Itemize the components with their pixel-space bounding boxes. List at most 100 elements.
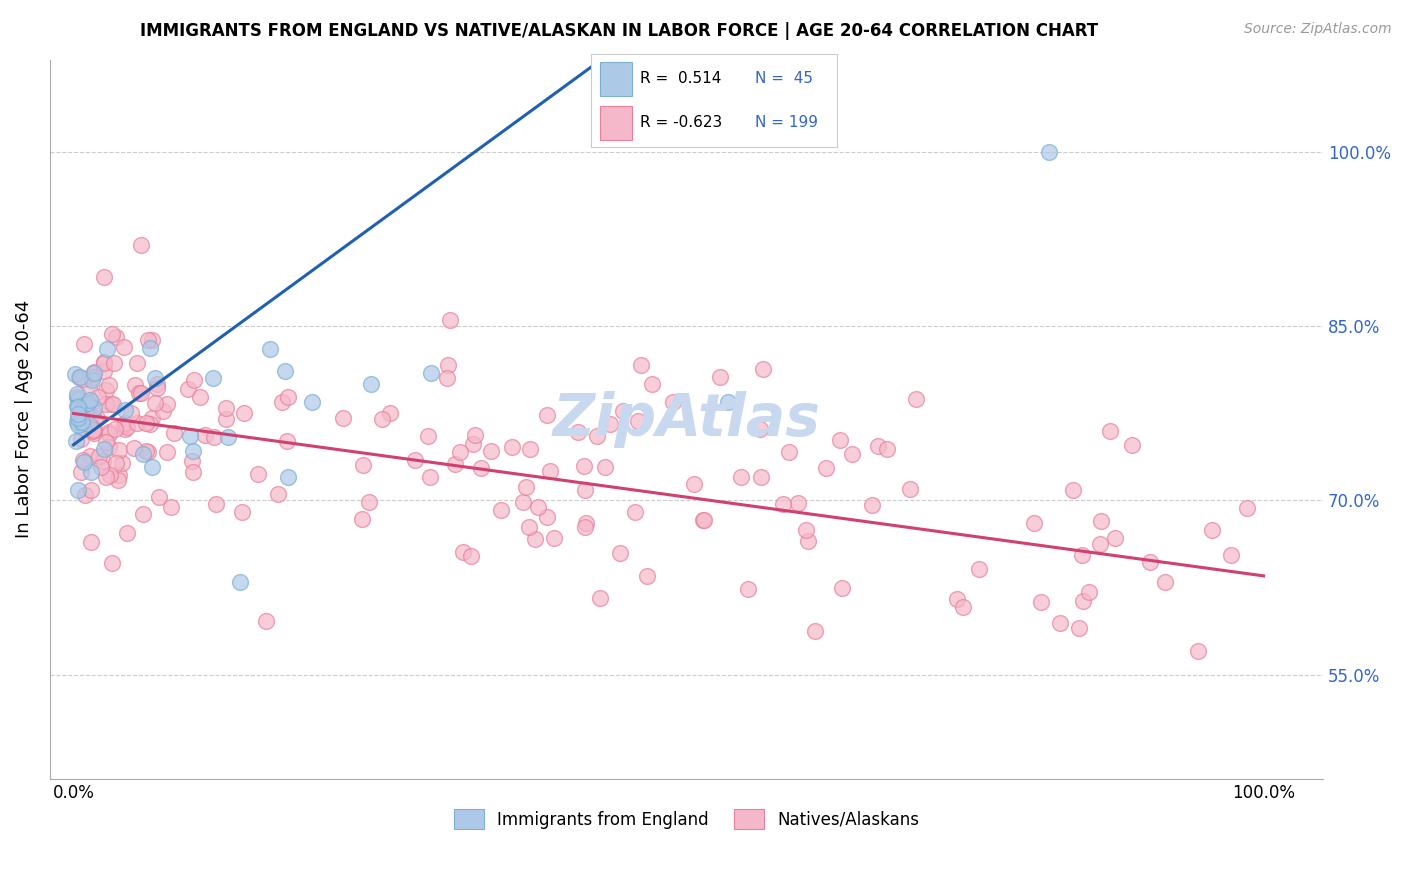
Point [114, 416, 136, 430]
Point [752, 361, 775, 376]
Point [110, 456, 132, 470]
Point [693, 512, 716, 526]
Point [67, 392, 90, 406]
Point [274, 363, 297, 377]
Point [443, 457, 465, 471]
Point [215, 401, 238, 415]
Point [371, 412, 394, 426]
Point [98, 427, 121, 442]
Point [82, 423, 104, 437]
Point [641, 377, 664, 392]
Point [772, 497, 794, 511]
Point [90, 460, 112, 475]
Point [94, 470, 117, 484]
Point [1236, 501, 1258, 516]
Point [93, 364, 115, 378]
Text: ZipAtlas: ZipAtlas [553, 391, 821, 448]
Bar [600, 106, 633, 140]
Point [794, 523, 817, 537]
Point [122, 441, 145, 455]
Text: R =  0.514: R = 0.514 [640, 70, 721, 86]
Point [449, 444, 471, 458]
Point [831, 582, 853, 596]
Point [470, 460, 492, 475]
Point [946, 591, 969, 606]
Point [637, 569, 659, 583]
Legend: Immigrants from England, Natives/Alaskans: Immigrants from England, Natives/Alaskan… [447, 803, 925, 835]
Point [73, 397, 96, 411]
Point [1090, 514, 1112, 528]
Point [1038, 145, 1060, 160]
Point [439, 313, 461, 327]
Point [163, 426, 186, 441]
Point [80, 534, 103, 549]
Point [80, 373, 103, 387]
Point [301, 395, 323, 409]
Point [524, 533, 547, 547]
Text: Source: ZipAtlas.com: Source: ZipAtlas.com [1244, 22, 1392, 37]
Point [125, 416, 148, 430]
Point [1104, 531, 1126, 545]
Point [83, 366, 105, 380]
Point [612, 404, 634, 418]
Point [188, 390, 211, 404]
Point [437, 359, 460, 373]
Point [967, 562, 990, 576]
Point [120, 406, 142, 420]
Point [1031, 595, 1053, 609]
Point [125, 356, 148, 370]
Point [177, 382, 200, 396]
Point [536, 510, 558, 524]
Point [609, 546, 631, 560]
Point [152, 404, 174, 418]
Point [661, 395, 683, 409]
Point [830, 433, 852, 447]
Point [132, 447, 155, 461]
Point [79, 417, 101, 431]
Point [73, 337, 96, 351]
Point [77, 380, 100, 394]
Point [141, 333, 163, 347]
Point [419, 366, 441, 380]
Point [101, 326, 124, 341]
Point [517, 519, 540, 533]
Point [70, 404, 93, 418]
Point [574, 483, 596, 497]
Point [66, 401, 89, 415]
Point [360, 377, 382, 392]
Point [952, 599, 974, 614]
Point [135, 416, 157, 430]
Text: N = 199: N = 199 [755, 115, 818, 130]
Point [860, 498, 883, 512]
Point [97, 377, 120, 392]
Point [1049, 615, 1071, 630]
Point [132, 507, 155, 521]
Point [139, 417, 162, 432]
Point [460, 549, 482, 564]
Point [76, 396, 98, 410]
Point [141, 459, 163, 474]
Point [1201, 524, 1223, 538]
Point [841, 447, 863, 461]
Point [683, 476, 706, 491]
Point [93, 269, 115, 284]
Point [112, 418, 135, 433]
Point [1071, 594, 1094, 608]
Point [803, 624, 825, 638]
Point [135, 443, 157, 458]
Point [519, 442, 541, 456]
Point [489, 503, 512, 517]
Point [83, 422, 105, 436]
Point [463, 436, 485, 450]
Point [1154, 574, 1177, 589]
Point [159, 500, 181, 515]
Point [359, 495, 381, 509]
Point [599, 417, 621, 432]
Point [866, 439, 889, 453]
Point [83, 425, 105, 440]
Point [543, 532, 565, 546]
Point [107, 473, 129, 487]
Point [332, 410, 354, 425]
Point [181, 443, 204, 458]
Point [624, 505, 647, 519]
